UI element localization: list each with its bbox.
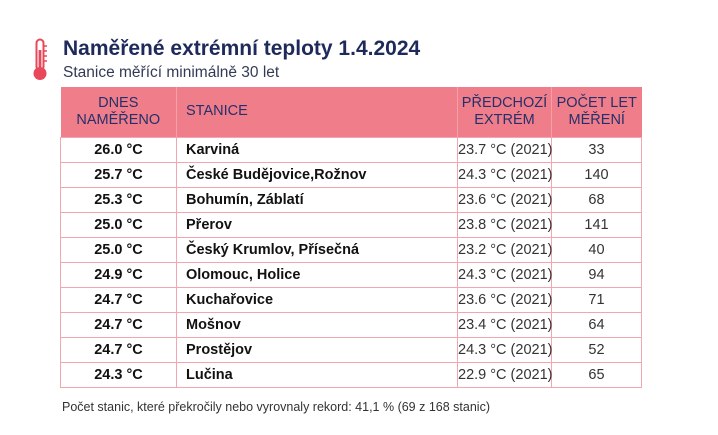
table-row: 24.9 °C Olomouc, Holice 24.3 °C (2021) 94 (60, 261, 642, 288)
previous-extreme-cell: 22.9 °C (2021) (457, 361, 552, 388)
station-name-cell: České Budějovice,Rožnov (176, 161, 458, 188)
years-measured-cell: 94 (551, 261, 642, 288)
header-previous-extreme: PŘEDCHOZÍ EXTRÉM (457, 87, 552, 137)
previous-extreme-cell: 23.6 °C (2021) (457, 186, 552, 213)
page-subtitle: Stanice měřící minimálně 30 let (63, 64, 280, 81)
previous-extreme-cell: 24.3 °C (2021) (457, 261, 552, 288)
years-measured-cell: 141 (551, 211, 642, 238)
today-temperature-cell: 25.0 °C (60, 211, 177, 238)
years-measured-cell: 68 (551, 186, 642, 213)
header-label-line: DNES (98, 94, 139, 111)
today-temperature-cell: 24.7 °C (60, 336, 177, 363)
station-name-cell: Lučina (176, 361, 458, 388)
station-name-cell: Olomouc, Holice (176, 261, 458, 288)
previous-extreme-cell: 23.7 °C (2021) (457, 136, 552, 163)
today-temperature-cell: 26.0 °C (60, 136, 177, 163)
previous-extreme-cell: 24.3 °C (2021) (457, 161, 552, 188)
station-name-cell: Český Krumlov, Přísečná (176, 236, 458, 263)
table-row: 25.0 °C Přerov 23.8 °C (2021) 141 (60, 211, 642, 238)
years-measured-cell: 71 (551, 286, 642, 313)
today-temperature-cell: 24.7 °C (60, 311, 177, 338)
station-name-cell: Kuchařovice (176, 286, 458, 313)
years-measured-cell: 33 (551, 136, 642, 163)
today-temperature-cell: 24.3 °C (60, 361, 177, 388)
table-row: 25.3 °C Bohumín, Záblatí 23.6 °C (2021) 68 (60, 186, 642, 213)
years-measured-cell: 64 (551, 311, 642, 338)
today-temperature-cell: 25.0 °C (60, 236, 177, 263)
station-name-cell: Přerov (176, 211, 458, 238)
header-label-line: NAMĚŘENO (76, 111, 161, 128)
years-measured-cell: 40 (551, 236, 642, 263)
today-temperature-cell: 25.3 °C (60, 186, 177, 213)
today-temperature-cell: 24.7 °C (60, 286, 177, 313)
header-label-line: EXTRÉM (474, 111, 535, 128)
station-name-cell: Mošnov (176, 311, 458, 338)
header-label-line: STANICE (186, 103, 248, 120)
header-label-line: MĚŘENÍ (568, 111, 625, 128)
table-row: 24.3 °C Lučina 22.9 °C (2021) 65 (60, 361, 642, 388)
header-label-line: PŘEDCHOZÍ (461, 94, 548, 111)
station-name-cell: Karviná (176, 136, 458, 163)
today-temperature-cell: 24.9 °C (60, 261, 177, 288)
header-today: DNES NAMĚŘENO (60, 87, 177, 137)
previous-extreme-cell: 23.6 °C (2021) (457, 286, 552, 313)
page-title: Naměřené extrémní teploty 1.4.2024 (63, 37, 421, 60)
thermometer-icon (33, 38, 47, 80)
footer-note: Počet stanic, které překročily nebo vyro… (62, 400, 490, 414)
table-row: 25.7 °C České Budějovice,Rožnov 24.3 °C (2… (60, 161, 642, 188)
header-station: STANICE (176, 87, 458, 137)
previous-extreme-cell: 24.3 °C (2021) (457, 336, 552, 363)
station-name-cell: Bohumín, Záblatí (176, 186, 458, 213)
table-row: 24.7 °C Mošnov 23.4 °C (2021) 64 (60, 311, 642, 338)
table-row: 25.0 °C Český Krumlov, Přísečná 23.2 °C (2… (60, 236, 642, 263)
previous-extreme-cell: 23.4 °C (2021) (457, 311, 552, 338)
table-header-row: DNES NAMĚŘENO STANICE PŘEDCHOZÍ EXTRÉM POČ… (60, 87, 642, 137)
today-temperature-cell: 25.7 °C (60, 161, 177, 188)
table-row: 24.7 °C Kuchařovice 23.6 °C (2021) 71 (60, 286, 642, 313)
header-years-measured: POČET LET MĚŘENÍ (551, 87, 642, 137)
table-row: 26.0 °C Karviná 23.7 °C (2021) 33 (60, 136, 642, 163)
years-measured-cell: 140 (551, 161, 642, 188)
years-measured-cell: 52 (551, 336, 642, 363)
previous-extreme-cell: 23.2 °C (2021) (457, 236, 552, 263)
years-measured-cell: 65 (551, 361, 642, 388)
previous-extreme-cell: 23.8 °C (2021) (457, 211, 552, 238)
table-row: 24.7 °C Prostějov 24.3 °C (2021) 52 (60, 336, 642, 363)
station-name-cell: Prostějov (176, 336, 458, 363)
temperature-table: DNES NAMĚŘENO STANICE PŘEDCHOZÍ EXTRÉM POČ… (60, 87, 642, 388)
header-label-line: POČET LET (556, 94, 637, 111)
